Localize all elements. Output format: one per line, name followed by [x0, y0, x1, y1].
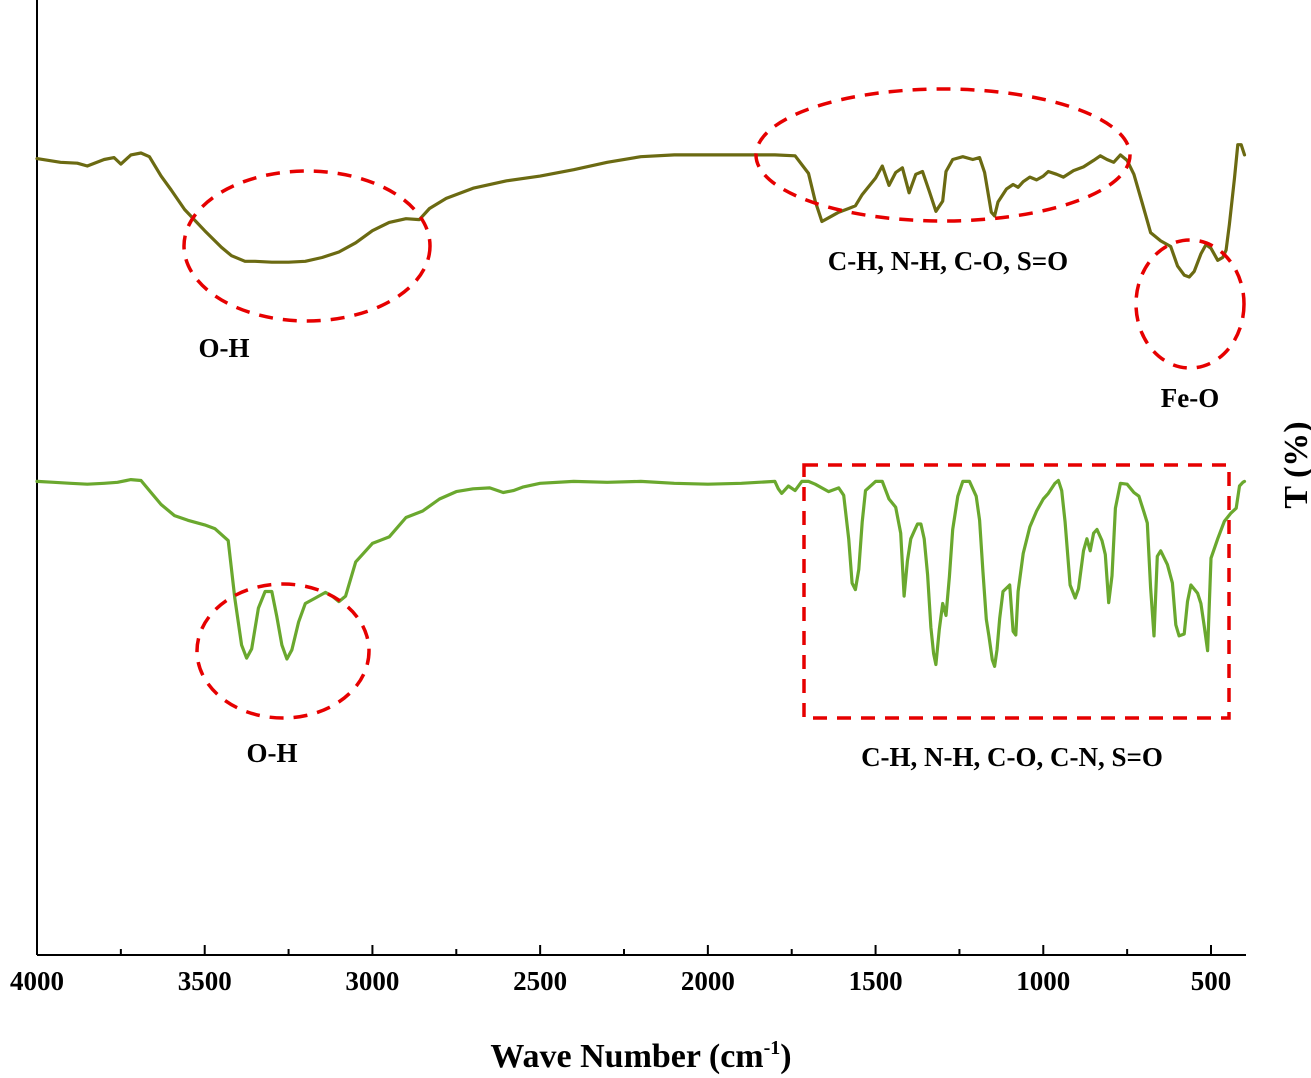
annotation-shapes: [182, 87, 1246, 720]
x-tick-label: 2000: [681, 966, 735, 996]
oh-bottom-ellipse: [195, 582, 371, 720]
series-line-bottom: [35, 478, 1247, 668]
x-tick-label: 500: [1191, 966, 1232, 996]
x-ticks: [36, 945, 1212, 955]
top-functional-group-ellipse: [754, 87, 1132, 223]
plot-frame: [36, 0, 1246, 956]
x-axis-title: Wave Number (cm-1): [490, 1037, 791, 1075]
bottom-functional-group-box: [802, 463, 1231, 720]
annotation-top-groups: C-H, N-H, C-O, S=O: [828, 246, 1068, 276]
x-tick-labels: 4000 3500 3000 2500 2000 1500 1000 500: [10, 966, 1231, 996]
x-tick-label: 3500: [178, 966, 232, 996]
x-tick-label: 1500: [849, 966, 903, 996]
fe-o-ellipse: [1134, 238, 1246, 370]
x-tick-label: 1000: [1016, 966, 1070, 996]
annotation-labels: O-H C-H, N-H, C-O, S=O Fe-O O-H C-H, N-H…: [199, 246, 1220, 772]
x-tick-label: 4000: [10, 966, 64, 996]
x-tick-label: 2500: [513, 966, 567, 996]
y-axis-title: T (%): [1278, 421, 1311, 508]
series-layer: [35, 143, 1247, 668]
annotation-bottom-groups: C-H, N-H, C-O, C-N, S=O: [861, 742, 1163, 772]
annotation-oh-top: O-H: [199, 333, 250, 363]
annotation-oh-bottom: O-H: [247, 738, 298, 768]
x-tick-label: 3000: [345, 966, 399, 996]
series-line-top: [35, 143, 1247, 279]
oh-top-ellipse: [182, 169, 432, 323]
annotation-fe-o: Fe-O: [1161, 383, 1219, 413]
